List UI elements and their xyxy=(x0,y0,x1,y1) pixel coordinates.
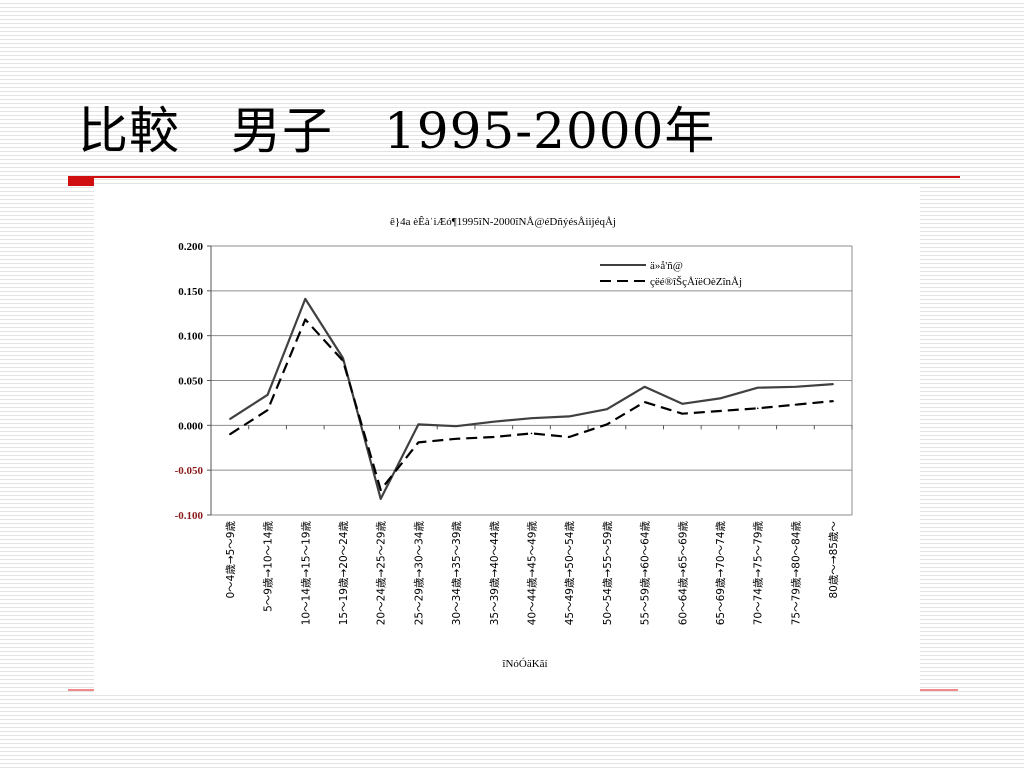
chart-title: ê}4a èÊàˈiÆó¶1995îN-2000îNÅ@éDñýésÅiìjéq… xyxy=(390,216,616,228)
data-point-dashed xyxy=(492,436,495,438)
data-point-solid xyxy=(492,420,495,423)
x-axis-title: îNóÓäKãí xyxy=(501,658,547,670)
x-tick-label: 5〜9歳→10〜14歳 xyxy=(263,521,275,612)
data-point-dashed xyxy=(455,437,457,440)
y-tick-label: -0.050 xyxy=(175,465,204,477)
x-tick-label: 0〜4歳→5〜9歳 xyxy=(225,521,237,599)
title-accent-bar xyxy=(68,176,94,186)
footer-rule-left xyxy=(68,689,94,691)
y-tick-label: 0.150 xyxy=(178,286,203,298)
data-point-solid xyxy=(229,418,231,420)
x-tick-label: 50〜54歳→55〜59歳 xyxy=(602,521,614,626)
x-tick-label: 20〜24歳→25〜29歳 xyxy=(376,521,388,626)
data-point-solid xyxy=(455,425,457,428)
y-axis-ticks: 0.200 0.150 0.100 0.050 0.000 -0.050 -0.100 xyxy=(175,241,211,522)
data-point-solid xyxy=(756,386,759,389)
x-tick-label: 70〜74歳→75〜79歳 xyxy=(753,521,765,626)
data-point-solid xyxy=(530,417,533,419)
data-point-solid xyxy=(832,383,834,385)
x-tick-label: 75〜79歳→80〜84歳 xyxy=(790,521,802,626)
title-underline xyxy=(94,176,960,178)
y-tick-label: 0.000 xyxy=(178,420,203,432)
gridlines xyxy=(210,245,853,516)
y-tick-label: 0.200 xyxy=(178,241,203,253)
data-point-solid xyxy=(304,298,307,300)
data-point-dashed xyxy=(719,410,721,412)
data-point-solid xyxy=(794,385,797,388)
x-tick-label: 10〜14歳→15〜19歳 xyxy=(300,521,312,626)
series-line-solid xyxy=(229,297,834,500)
data-point-dashed xyxy=(606,423,608,426)
data-point-solid xyxy=(681,403,684,405)
series-line-dashed xyxy=(229,318,834,491)
data-point-solid xyxy=(266,394,269,396)
data-point-dashed xyxy=(530,432,533,435)
data-point-dashed xyxy=(643,401,646,403)
data-point-dashed xyxy=(832,400,834,402)
chart-panel: ê}4a èÊàˈiÆó¶1995îN-2000îNÅ@éDñýésÅiìjéq… xyxy=(94,186,920,692)
x-tick-label: 45〜49歳→50〜54歳 xyxy=(564,521,576,626)
x-tick-label: 55〜59歳→60〜64歳 xyxy=(640,521,652,626)
legend-label-solid: ä»å'ñ@ xyxy=(650,260,683,272)
x-tick-label: 40〜44歳→45〜49歳 xyxy=(527,521,539,626)
x-tick-label: 15〜19歳→20〜24歳 xyxy=(338,521,350,626)
footer-rule-right xyxy=(920,689,958,691)
data-point-solid xyxy=(568,415,571,418)
legend: ä»å'ñ@ çëé®îŠçÅïëOèZînÅj xyxy=(600,260,742,288)
data-point-dashed xyxy=(417,441,420,444)
series-lines xyxy=(229,297,834,500)
data-point-dashed xyxy=(568,436,571,438)
x-tick-label: 35〜39歳→40〜44歳 xyxy=(489,521,501,626)
data-point-dashed xyxy=(342,359,344,362)
x-axis-ticks: 0〜4歳→5〜9歳 5〜9歳→10〜14歳 10〜14歳→15〜19歳 15〜19歳→… xyxy=(210,425,853,626)
data-point-dashed xyxy=(681,412,684,415)
x-tick-label: 80歳〜→85歳〜 xyxy=(828,521,840,599)
data-point-dashed xyxy=(379,489,382,491)
line-chart: ê}4a èÊàˈiÆó¶1995îN-2000îNÅ@éDñýésÅiìjéq… xyxy=(175,216,853,670)
data-point-solid xyxy=(643,385,646,388)
x-tick-label: 65〜69歳→70〜74歳 xyxy=(715,521,727,626)
data-point-solid xyxy=(606,408,608,410)
data-point-solid xyxy=(417,423,420,426)
x-tick-label: 30〜34歳→35〜39歳 xyxy=(451,521,463,626)
legend-label-dashed: çëé®îŠçÅïëOèZînÅj xyxy=(650,276,742,288)
x-tick-label: 25〜29歳→30〜34歳 xyxy=(413,521,425,626)
slide-title: 比較 男子 1995-2000年 xyxy=(78,102,716,160)
data-point-dashed xyxy=(756,407,759,410)
y-tick-label: 0.100 xyxy=(178,331,203,343)
data-point-dashed xyxy=(794,403,797,406)
y-tick-label: 0.050 xyxy=(178,376,203,388)
data-point-dashed xyxy=(266,409,269,411)
data-point-dashed xyxy=(229,433,231,436)
data-point-dashed xyxy=(304,318,307,321)
data-point-solid xyxy=(342,357,344,359)
data-point-solid xyxy=(719,397,721,400)
data-point-solid xyxy=(379,498,382,500)
x-tick-label: 60〜64歳→65〜69歳 xyxy=(677,521,689,626)
y-tick-label: -0.100 xyxy=(175,510,204,522)
